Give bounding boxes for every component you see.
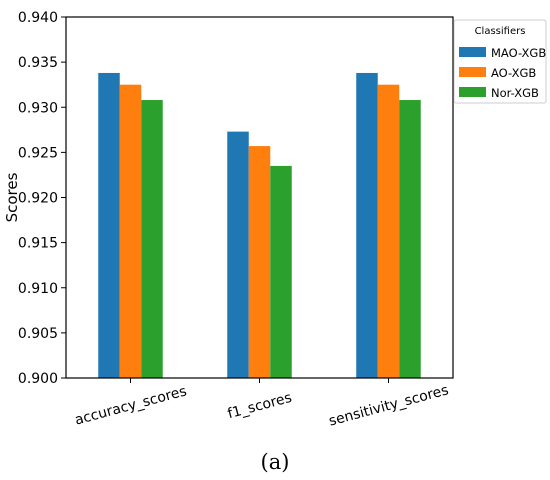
- legend-swatch: [459, 67, 486, 77]
- bar-nor-xgb-f1-scores: [270, 165, 292, 378]
- x-tick-label: sensitivity_scores: [327, 382, 450, 429]
- bar-nor-xgb-accuracy-scores: [141, 100, 163, 378]
- bar-mao-xgb-sensitivity-scores: [356, 72, 378, 378]
- x-tick-label: f1_scores: [226, 390, 294, 422]
- bar-mao-xgb-accuracy-scores: [98, 72, 120, 378]
- bar-mao-xgb-f1-scores: [227, 131, 249, 378]
- bar-ao-xgb-sensitivity-scores: [377, 84, 400, 378]
- legend-label: MAO-XGB: [491, 46, 546, 60]
- y-tick-label: 0.940: [18, 10, 58, 26]
- y-tick-label: 0.935: [18, 55, 58, 71]
- y-tick-label: 0.900: [18, 371, 58, 387]
- x-axis-ticks: accuracy_scores f1_scores sensitivity_scor…: [73, 378, 450, 430]
- bar-ao-xgb-accuracy-scores: [119, 84, 142, 378]
- y-tick-label: 0.930: [18, 100, 58, 116]
- y-tick-label: 0.915: [18, 236, 58, 252]
- legend-label: Nor-XGB: [491, 86, 539, 100]
- legend-title: Classifiers: [475, 26, 526, 37]
- legend-swatch: [459, 87, 486, 97]
- legend: Classifiers MAO-XGB AO-XGB Nor-XGB: [453, 19, 547, 104]
- y-axis-label: Scores: [3, 172, 21, 222]
- y-axis-ticks: 0.900 0.905 0.910 0.915 0.920 0.925 0.930 0.935…: [18, 10, 66, 387]
- plot-frame: [65, 16, 454, 379]
- x-tick-label: accuracy_scores: [73, 383, 188, 428]
- legend-items: MAO-XGB AO-XGB Nor-XGB: [459, 46, 546, 100]
- figure-caption: (a): [261, 450, 290, 474]
- y-tick-label: 0.910: [18, 281, 58, 297]
- bar-nor-xgb-sensitivity-scores: [399, 100, 421, 378]
- y-tick-label: 0.920: [18, 191, 58, 207]
- legend-swatch: [459, 47, 486, 57]
- legend-box: [453, 19, 547, 104]
- legend-label: AO-XGB: [491, 66, 536, 80]
- y-tick-label: 0.925: [18, 145, 58, 161]
- bar-ao-xgb-f1-scores: [248, 146, 271, 378]
- y-tick-label: 0.905: [18, 326, 58, 342]
- bars: [98, 72, 421, 378]
